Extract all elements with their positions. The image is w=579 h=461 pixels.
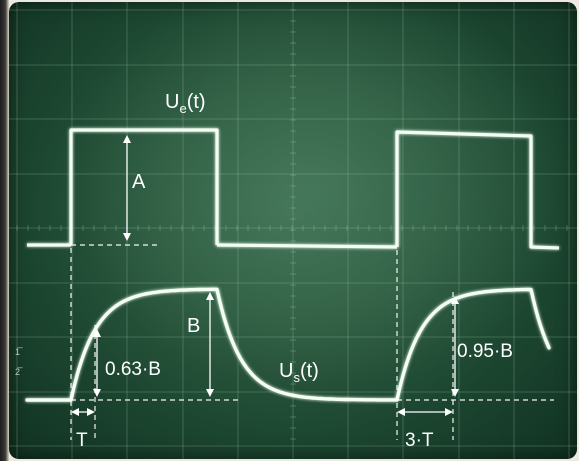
- input-trace-edges: [70, 130, 532, 247]
- oscilloscope-bezel: [0, 0, 9, 461]
- scale-mark-top: 1̅: [15, 347, 23, 357]
- label-output-signal-tail: (t): [300, 360, 319, 382]
- label-input-signal: Ue(t): [165, 91, 206, 116]
- label-amplitude-b: B: [187, 315, 200, 337]
- label-amplitude-a: A: [132, 171, 146, 193]
- label-output-signal: Us(t): [279, 360, 319, 385]
- dashed-reference-lines: [70, 244, 554, 440]
- label-time-constant: T: [76, 430, 88, 451]
- label-three-time-constants: 3·T: [405, 430, 434, 451]
- graticule-ticks: [16, 9, 568, 440]
- label-input-signal-sub: e: [179, 101, 186, 116]
- screen-canvas: 1̅ 2̅: [9, 2, 577, 459]
- label-input-signal-tail: (t): [187, 91, 206, 113]
- measurement-arrows: [71, 135, 459, 416]
- oscilloscope-screen: 1̅ 2̅: [9, 2, 577, 459]
- label-095b: 0.95·B: [457, 341, 513, 362]
- input-square-wave-trace: [27, 128, 560, 250]
- graticule: [9, 2, 577, 459]
- label-output-signal-sub: s: [293, 370, 300, 385]
- screen-glow: [9, 2, 577, 459]
- label-output-signal-main: U: [279, 360, 293, 382]
- arrow-t-heads: [71, 408, 95, 416]
- scale-mark-bottom: 2̅: [15, 367, 23, 377]
- label-input-signal-main: U: [165, 91, 179, 113]
- output-step-response-trace: [25, 287, 551, 402]
- label-063b: 0.63·B: [105, 359, 161, 380]
- arrow-063b-heads: [93, 329, 101, 397]
